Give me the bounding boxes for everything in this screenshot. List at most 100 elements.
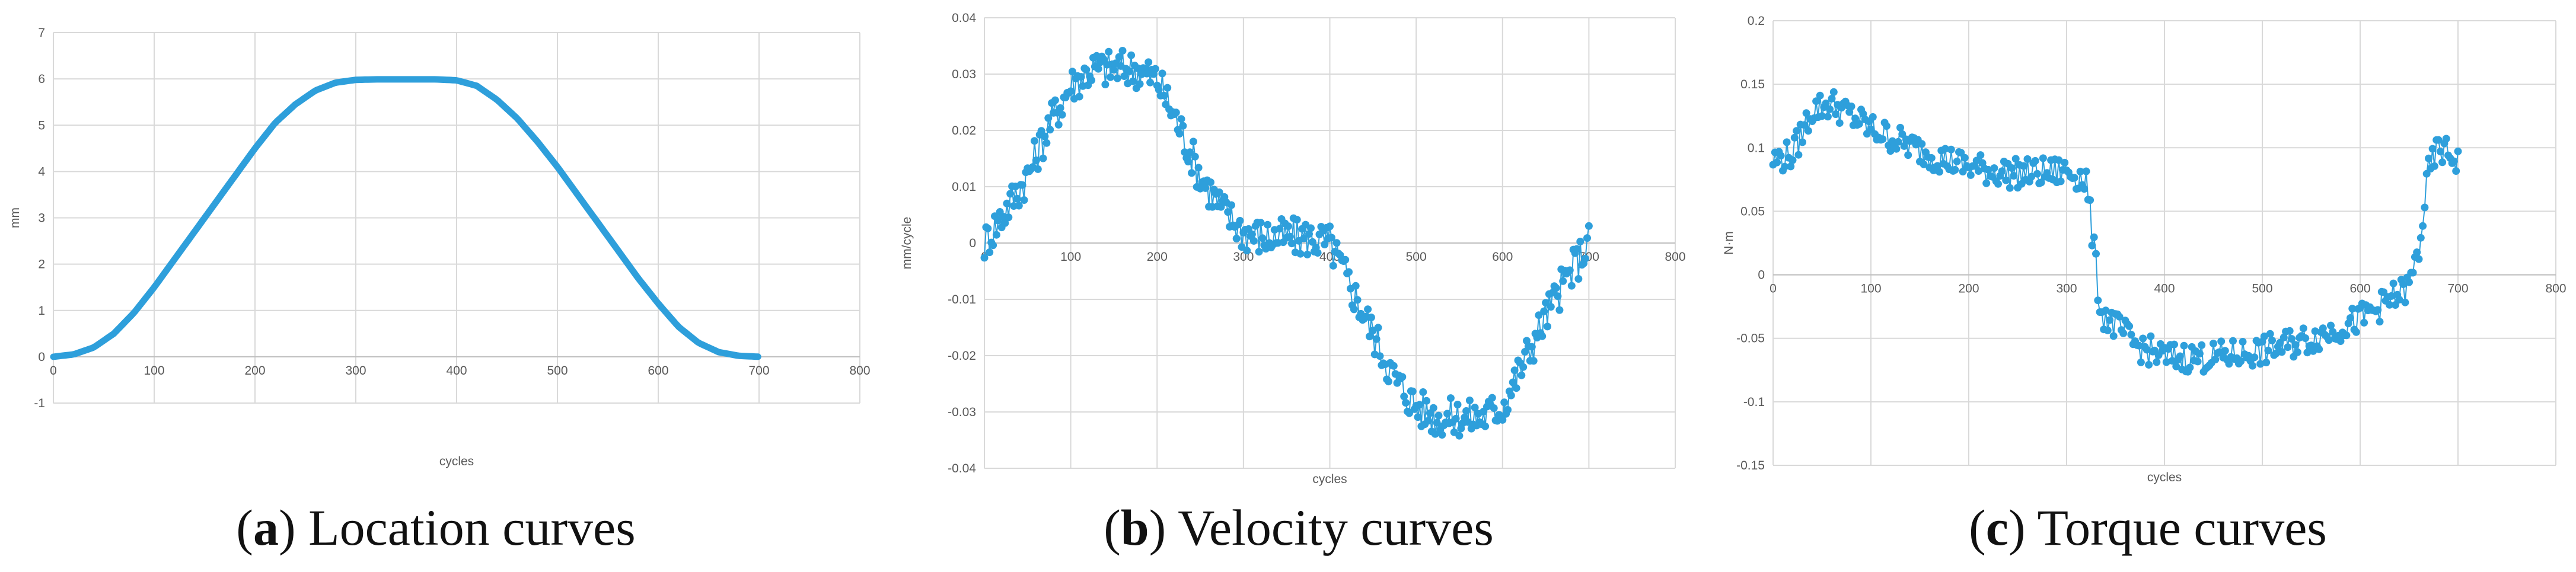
data-point [1402,399,1410,407]
data-point [1481,422,1490,430]
data-point [2405,278,2413,286]
x-tick-label: 800 [1665,250,1685,264]
data-point [2315,345,2323,353]
data-point [1118,47,1127,55]
data-point [2285,327,2294,335]
data-point [1172,108,1180,117]
data-point [1936,168,1943,176]
data-point [1431,430,1439,438]
y-tick-label: 0.04 [952,11,976,25]
data-point [1443,410,1452,418]
data-point [2413,248,2421,257]
data-point [2153,358,2161,366]
y-tick-label: -0.02 [948,349,976,363]
data-point [2419,222,2427,230]
data-point [1783,138,1791,146]
data-point [2217,337,2226,346]
data-point [1994,180,2002,188]
data-point [1351,282,1360,290]
data-point [1951,166,1959,174]
data-point [1296,250,1305,258]
x-tick-label: 400 [446,364,467,378]
data-point [1538,332,1547,340]
data-point [1015,202,1023,210]
data-point [2376,318,2384,326]
data-point [1462,407,1471,415]
data-point [2428,145,2437,153]
data-point [2211,356,2220,363]
data-point [1201,184,1210,192]
data-point [1509,378,1517,386]
data-point [1488,394,1496,402]
data-point [1419,388,1427,396]
data-point [1179,122,1187,130]
x-tick-label: 600 [2349,282,2370,296]
data-point [2452,167,2460,175]
data-point [1341,255,1350,264]
y-tick-label: 0 [969,237,976,250]
x-tick-label: 800 [2545,282,2566,296]
data-point [2387,292,2396,300]
data-point [2386,301,2393,309]
data-point [1326,222,1334,231]
torque-chart: -0.15 -0.1 -0.05 0 0.05 0.1 0.15 0.2 0 100 200 300 4… [1722,14,2567,484]
data-point [2430,162,2438,170]
data-point [1953,157,1961,165]
data-point [984,224,992,232]
data-point [1001,219,1009,227]
data-point [2237,357,2245,365]
data-point [1804,127,1812,135]
data-point [1972,156,1981,165]
data-point [2006,184,2014,192]
data-point [2094,296,2102,305]
data-point [1438,431,1446,439]
data-point [2399,280,2408,288]
x-tick-label: 200 [244,364,265,378]
data-point [2186,363,2194,372]
data-point [1424,417,1432,425]
data-point [1826,105,1834,113]
data-point [2139,334,2147,343]
x-tick-label: 100 [144,364,164,378]
data-point [2102,306,2110,315]
data-point [2057,177,2065,186]
data-point [2303,349,2312,357]
y-axis-label: N·m [1722,231,1736,255]
x-tick-label: 500 [1406,250,1427,264]
y-tick-label: -0.04 [948,462,976,475]
data-point [1799,138,1806,146]
data-point [1217,203,1225,211]
data-point [1554,292,1562,301]
chart-panel-torque: -0.15 -0.1 -0.05 0 0.05 0.1 0.15 0.2 0 100 200 300 4… [1720,0,2576,572]
data-point [1452,414,1460,423]
data-point [1155,85,1163,94]
data-point [2416,234,2425,242]
data-point [2023,155,2032,163]
data-point [1215,188,1223,196]
data-point [1041,132,1049,140]
data-point [1408,387,1417,395]
y-tick-label: 6 [38,72,45,86]
data-point [1882,122,1890,130]
x-tick-label: 600 [648,364,668,378]
data-point [2442,135,2450,143]
data-point [1429,404,1437,412]
data-point [1005,213,1013,222]
data-point [2145,360,2153,369]
data-point [1367,314,1375,321]
data-point [1414,413,1422,421]
velocity-chart: -0.04-0.03-0.02-0.0100.010.020.030.04010… [900,11,1686,486]
data-point [2249,362,2256,370]
data-point [1284,222,1293,231]
data-point [2360,318,2368,327]
y-tick-label: 4 [38,165,45,178]
data-point [1918,140,1926,148]
data-point [1186,148,1194,156]
data-point [1129,77,1137,85]
data-point [1500,398,1509,407]
data-point [1504,405,1512,414]
data-point [2415,255,2423,263]
data-point [1982,179,1991,187]
data-point [1529,357,1538,365]
data-point [1542,299,1550,307]
